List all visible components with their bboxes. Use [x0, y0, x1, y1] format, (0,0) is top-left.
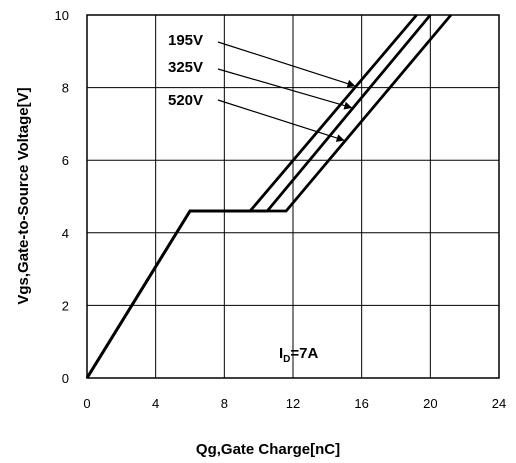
- series-line-325V: [85, 14, 432, 379]
- x-tick-label: 20: [423, 396, 437, 411]
- y-tick-label: 6: [62, 153, 69, 168]
- plot-frame: [86, 14, 500, 379]
- drain-current-subscript: D: [283, 354, 290, 365]
- series-labels: 195V 325V 520V: [168, 32, 356, 142]
- drain-current-annotation: ID=7A: [279, 345, 319, 365]
- x-tick-label: 0: [83, 396, 90, 411]
- series-label-arrow: [217, 41, 356, 88]
- y-axis-title: Vgs,Gate-to-Source Voltage[V]: [15, 87, 32, 304]
- y-tick-label: 10: [55, 8, 69, 23]
- y-tick-label: 2: [62, 298, 69, 313]
- series-label-195V: 195V: [168, 32, 203, 49]
- x-tick-label: 4: [152, 396, 159, 411]
- drain-current-suffix: =7A: [290, 345, 318, 362]
- x-tick-label: 24: [492, 396, 506, 411]
- x-tick-label: 16: [354, 396, 368, 411]
- y-tick-label: 4: [62, 226, 69, 241]
- series-label-520V: 520V: [168, 92, 203, 109]
- series-line-520V: [85, 14, 453, 379]
- x-axis-title: Qg,Gate Charge[nC]: [196, 441, 340, 458]
- drain-current-prefix: I: [279, 345, 283, 362]
- series-label-arrow: [217, 68, 353, 110]
- series-lines: [85, 14, 453, 379]
- y-tick-label: 8: [62, 81, 69, 96]
- series-label-325V: 325V: [168, 59, 203, 76]
- series-label-arrow: [217, 99, 345, 142]
- series-line-195V: [85, 14, 418, 379]
- x-tick-label: 12: [286, 396, 300, 411]
- x-tick-label: 8: [221, 396, 228, 411]
- grid-lines: [86, 14, 500, 379]
- y-tick-label: 0: [62, 371, 69, 386]
